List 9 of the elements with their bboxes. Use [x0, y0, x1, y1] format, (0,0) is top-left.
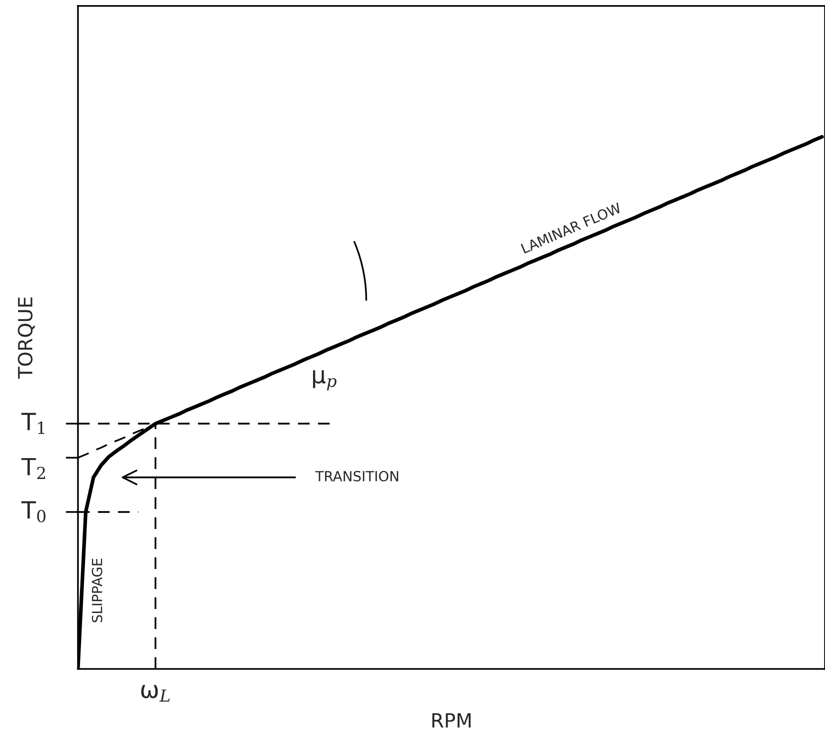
annotation: μ$_{p}$	[313, 370, 336, 390]
legend-label: T$_{2}$	[21, 458, 45, 479]
annotation: TRANSITION	[315, 470, 398, 482]
y-axis-title: TORQUE	[18, 297, 35, 379]
ref-line-label: T$_{1}$	[21, 412, 44, 434]
x-axis-title: RPM	[432, 713, 471, 728]
annotation: SLIPPAGE	[92, 558, 102, 622]
ref-line-label: T$_{0}$	[21, 501, 46, 522]
text: ω$_{L}$	[141, 685, 170, 702]
